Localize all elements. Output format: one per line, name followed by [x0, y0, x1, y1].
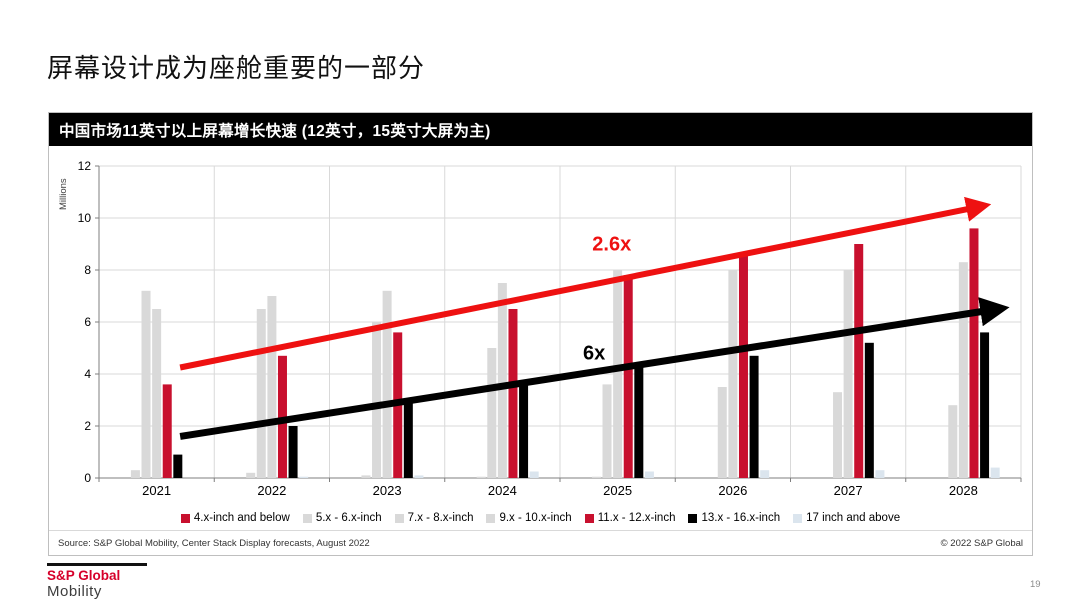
- x-tick-label: 2027: [834, 483, 863, 498]
- bar: [602, 384, 612, 478]
- y-tick-label: 6: [84, 315, 91, 329]
- x-tick-label: 2025: [603, 483, 632, 498]
- bar: [382, 290, 392, 478]
- bar: [613, 270, 623, 478]
- source-text: Source: S&P Global Mobility, Center Stac…: [58, 537, 370, 549]
- bar: [476, 476, 486, 478]
- bar: [591, 476, 601, 478]
- x-tick-label: 2021: [142, 483, 171, 498]
- legend-swatch: [793, 513, 803, 523]
- chart-header: 中国市场11英寸以上屏幕增长快速 (12英寸，15英寸大屏为主): [49, 113, 1032, 146]
- bar: [361, 475, 371, 478]
- bar: [623, 275, 633, 478]
- y-tick-label: 0: [84, 471, 91, 485]
- bar: [728, 270, 738, 478]
- bar-chart: 0 2 4 6 8 10 12 Millions 2021 2022 2023 2024 2025 202…: [58, 159, 1022, 498]
- bar: [288, 426, 298, 478]
- bar: [130, 470, 140, 478]
- y-tick-label: 12: [78, 159, 92, 173]
- slide-title: 屏幕设计成为座舱重要的一部分: [47, 53, 426, 83]
- bar: [717, 387, 727, 478]
- legend-item: 9.x - 10.x-inch: [486, 512, 572, 524]
- bar: [372, 322, 382, 478]
- bar: [969, 228, 979, 478]
- legend-label: 13.x - 16.x-inch: [701, 512, 781, 524]
- bar: [246, 472, 256, 478]
- legend-label: 9.x - 10.x-inch: [499, 512, 572, 524]
- sp-global-mobility-logo: S&P Global Mobility: [47, 563, 147, 600]
- y-tick-label: 10: [78, 211, 92, 225]
- y-tick-label: 4: [84, 367, 91, 381]
- bar: [948, 405, 958, 478]
- bar: [634, 366, 644, 478]
- legend-item: 17 inch and above: [793, 512, 900, 524]
- bar: [854, 244, 864, 478]
- legend-item: 4.x-inch and below: [180, 512, 290, 524]
- bar: [277, 355, 287, 478]
- copyright-text: © 2022 S&P Global: [940, 537, 1023, 549]
- chart-box: 中国市场11英寸以上屏幕增长快速 (12英寸，15英寸大屏为主) 0 2 4 6 8 10…: [48, 112, 1033, 556]
- legend-item: 7.x - 8.x-inch: [394, 512, 474, 524]
- bar: [508, 309, 518, 478]
- bar: [299, 476, 309, 478]
- logo-line1: S&P Global: [47, 568, 121, 583]
- bar: [864, 342, 874, 478]
- source-row: Source: S&P Global Mobility, Center Stac…: [49, 530, 1032, 555]
- chart-legend: 4.x-inch and below 5.x - 6.x-inch 7.x - 8.…: [49, 506, 1032, 530]
- bar: [487, 348, 497, 478]
- growth-arrow: [179, 297, 1010, 440]
- bar: [749, 355, 759, 478]
- bar: [267, 296, 277, 478]
- bar: [833, 392, 843, 478]
- bar: [958, 262, 968, 478]
- bar: [644, 471, 654, 478]
- legend-item: 13.x - 16.x-inch: [688, 512, 780, 524]
- chart-header-title: 中国市场11英寸以上屏幕增长快速 (12英寸，15英寸大屏为主): [59, 122, 491, 140]
- legend-item: 11.x - 12.x-inch: [584, 512, 676, 524]
- growth-arrow-label: 6x: [583, 343, 605, 365]
- growth-arrow-label: 2.6x: [592, 234, 631, 256]
- bar: [403, 400, 413, 478]
- bar: [529, 471, 539, 478]
- legend-label: 17 inch and above: [806, 512, 901, 524]
- legend-swatch: [486, 513, 496, 523]
- bar: [141, 290, 151, 478]
- page-number: 19: [1030, 579, 1041, 590]
- growth-arrow: [179, 196, 992, 371]
- bar: [497, 283, 507, 478]
- x-tick-label: 2024: [488, 483, 517, 498]
- y-tick-label: 2: [84, 419, 91, 433]
- bar: [980, 332, 990, 478]
- bar: [162, 384, 172, 478]
- bar: [256, 309, 266, 478]
- bar: [875, 470, 885, 478]
- legend-swatch: [394, 513, 404, 523]
- bar: [760, 470, 770, 478]
- legend-label: 11.x - 12.x-inch: [597, 512, 676, 524]
- legend-label: 7.x - 8.x-inch: [407, 512, 474, 524]
- bar: [173, 454, 183, 478]
- legend-swatch: [584, 513, 594, 523]
- legend-label: 4.x-inch and below: [193, 512, 290, 524]
- y-tick-label: 8: [84, 263, 91, 277]
- bar: [990, 467, 1000, 478]
- bar: [843, 270, 853, 478]
- legend-swatch: [688, 513, 698, 523]
- x-tick-label: 2022: [257, 483, 286, 498]
- x-tick-label: 2023: [373, 483, 402, 498]
- logo-line2: Mobility: [47, 583, 102, 600]
- legend-label: 5.x - 6.x-inch: [315, 512, 382, 524]
- x-tick-label: 2028: [949, 483, 978, 498]
- bar: [414, 475, 424, 478]
- x-tick-label: 2026: [718, 483, 747, 498]
- y-axis-title: Millions: [58, 178, 69, 210]
- bar: [738, 254, 748, 478]
- legend-item: 5.x - 6.x-inch: [302, 512, 382, 524]
- legend-swatch: [180, 513, 190, 523]
- bar: [152, 309, 162, 478]
- legend-swatch: [302, 513, 312, 523]
- bar: [519, 381, 529, 478]
- logo-bar: [47, 563, 147, 566]
